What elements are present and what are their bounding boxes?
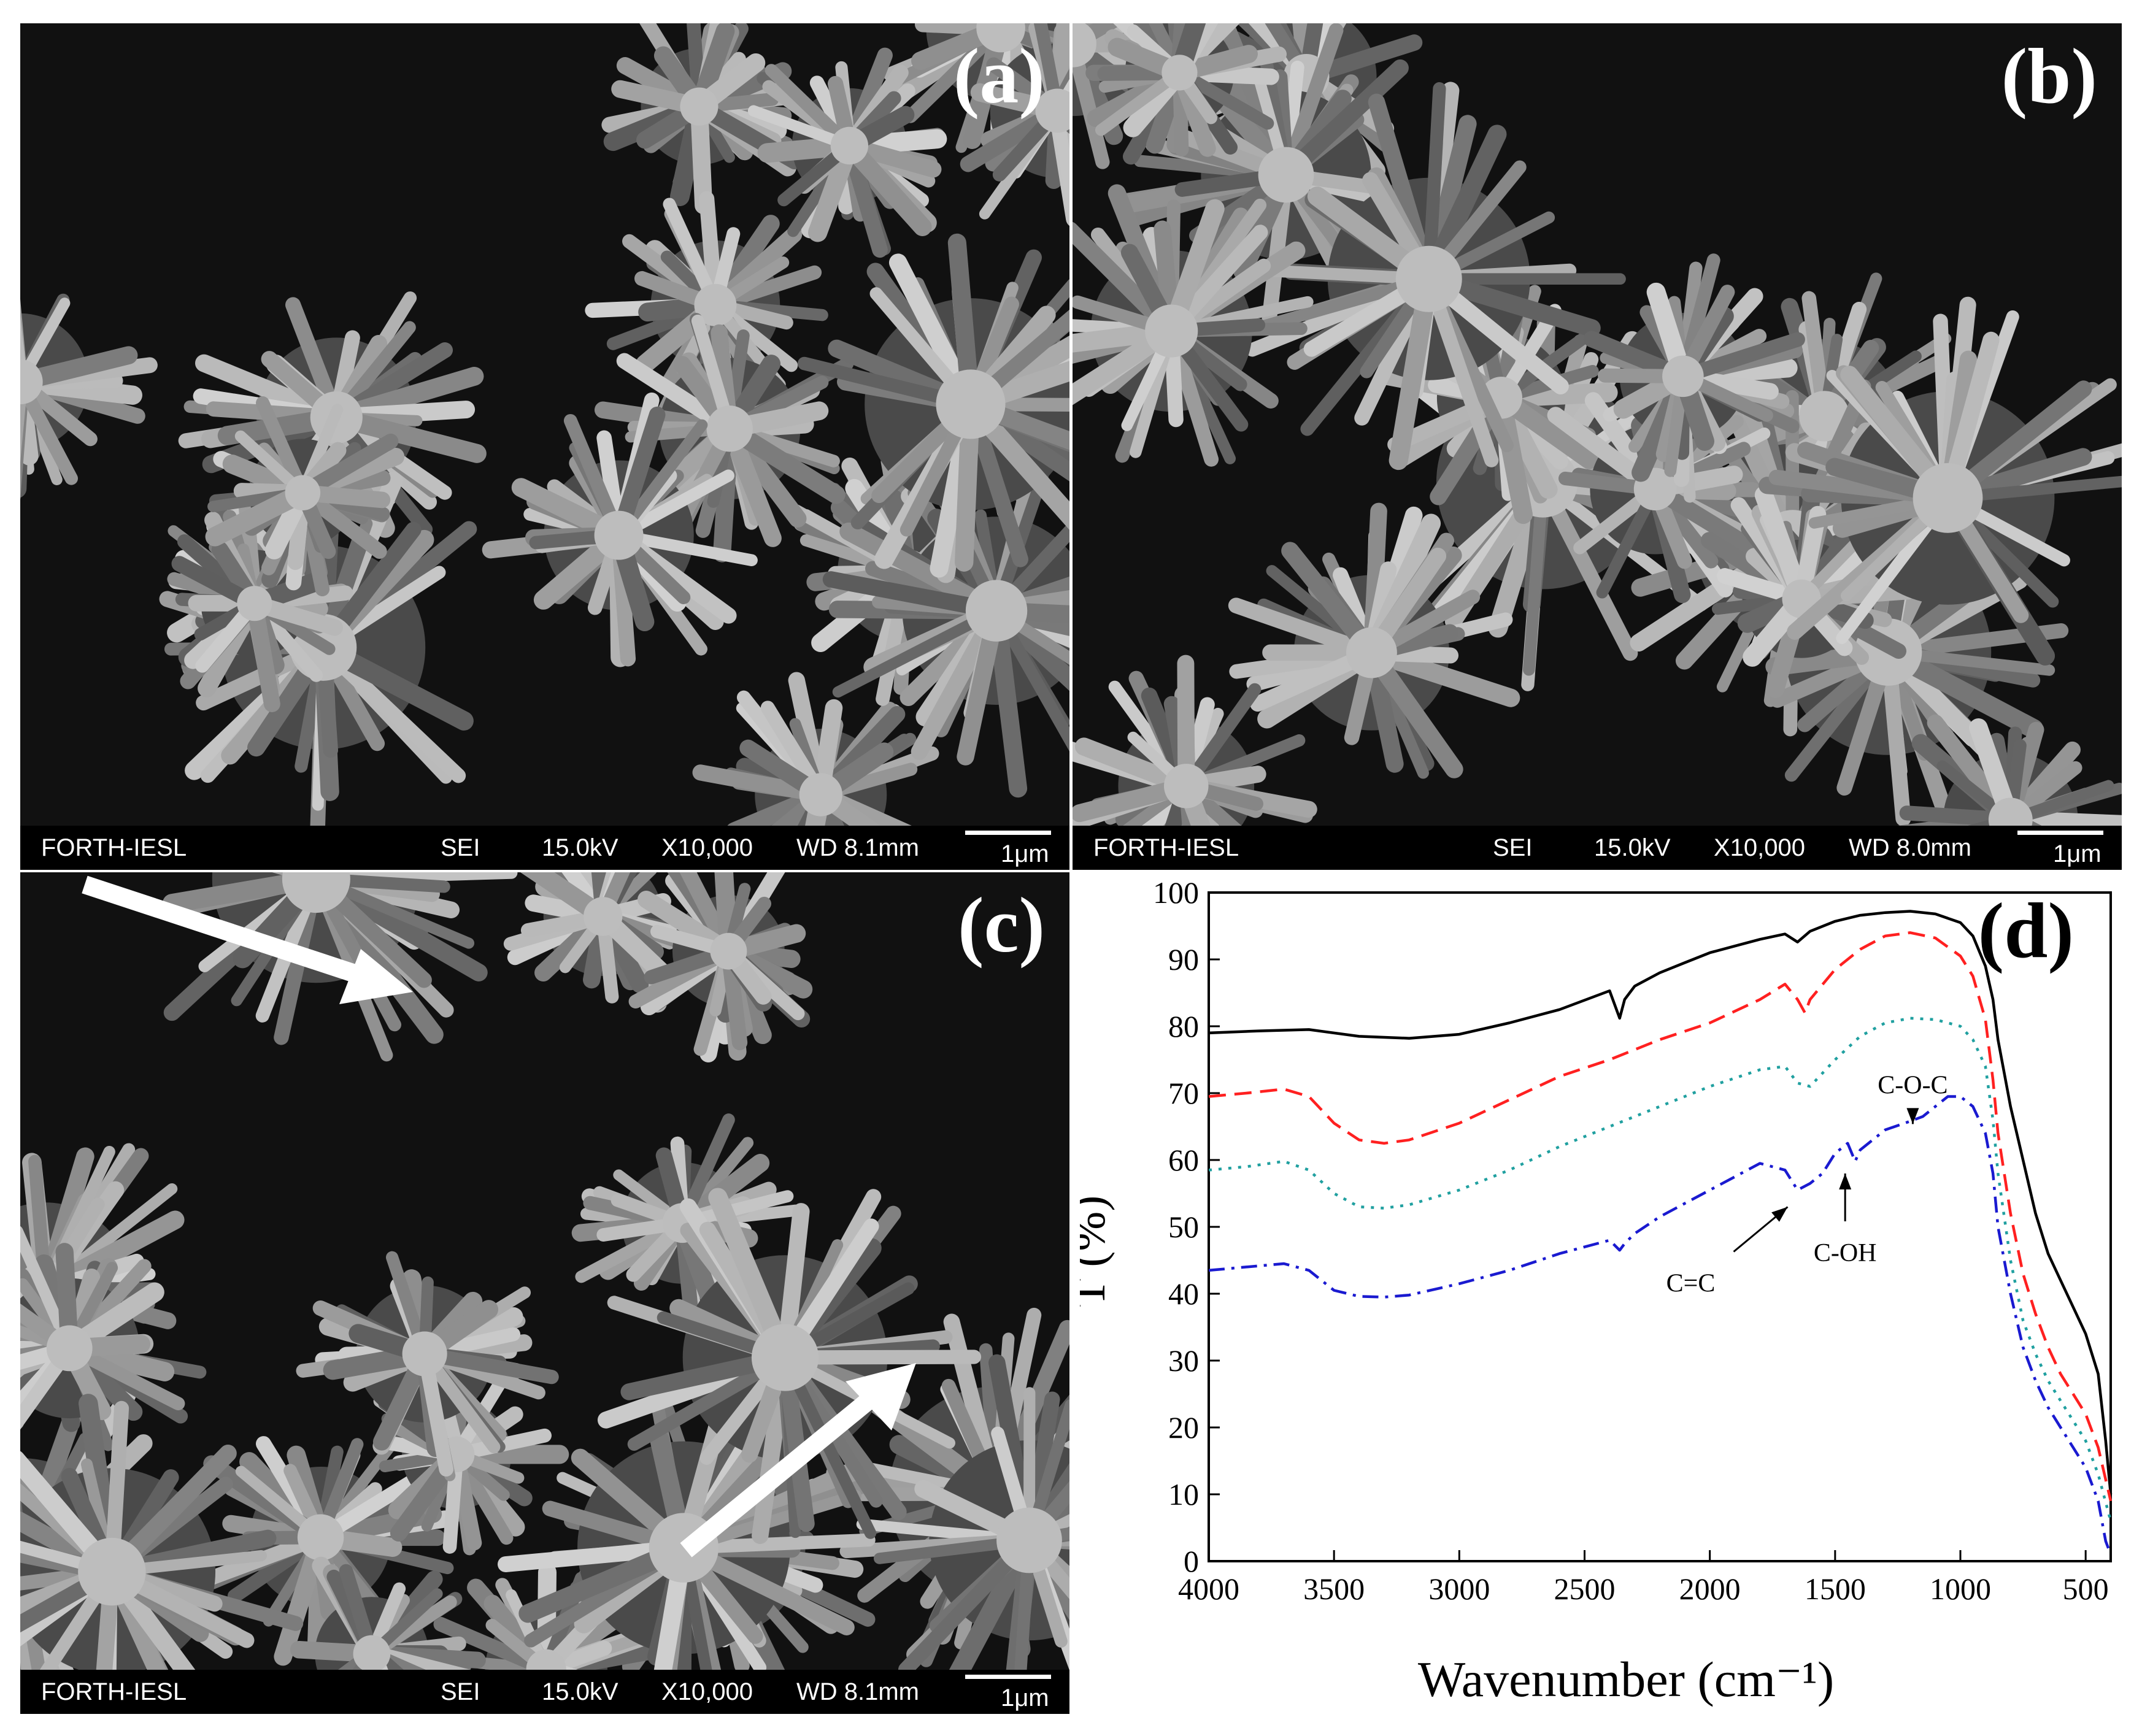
databar-voltage: 15.0kV — [542, 834, 618, 861]
panel-label-d: (d) — [1978, 887, 2074, 974]
panel-label-b: (b) — [2001, 33, 2097, 120]
databar-mode: SEI — [1493, 834, 1533, 861]
databar-magnification: X10,000 — [661, 1678, 753, 1705]
scale-bar — [965, 1675, 1051, 1679]
y-tick-label: 10 — [1168, 1477, 1199, 1511]
white-arrow-icon — [680, 1363, 916, 1557]
x-axis-label: Wavenumber (cm⁻¹) — [1418, 1651, 1834, 1707]
sem-databar-b: FORTH-IESL SEI 15.0kV X10,000 WD 8.0mm 1… — [1073, 826, 2122, 870]
databar-mode: SEI — [441, 834, 480, 861]
white-arrow-icon — [82, 875, 413, 1004]
series-line-3 — [1208, 1016, 2113, 1522]
scale-bar — [2017, 831, 2103, 835]
annotation-label: C-O-C — [1878, 1071, 1947, 1099]
y-axis-label: T (%) — [1080, 1196, 1115, 1308]
databar-mode: SEI — [441, 1678, 480, 1705]
sem-databar-c: FORTH-IESL SEI 15.0kV X10,000 WD 8.1mm 1… — [20, 1670, 1069, 1714]
databar-magnification: X10,000 — [661, 834, 753, 861]
series-line-1 — [1208, 910, 2113, 1495]
databar-scale: 1μm — [2053, 840, 2102, 867]
y-tick-label: 90 — [1168, 942, 1199, 977]
y-tick-label: 100 — [1153, 875, 1199, 910]
annotation: C-OH — [1814, 1173, 1877, 1267]
annotation-label: C=C — [1666, 1270, 1716, 1298]
sem-panel-c: (c) FORTH-IESL SEI 15.0kV X10,000 WD 8.1… — [20, 872, 1069, 1714]
plot-frame — [1208, 891, 2112, 1562]
x-tick-label: 4000 — [1178, 1572, 1239, 1606]
sem-panel-b: (b) FORTH-IESL SEI 15.0kV X10,000 WD 8.0… — [1073, 23, 2122, 870]
sem-image-a — [20, 23, 1069, 870]
databar-voltage: 15.0kV — [542, 1678, 618, 1705]
databar-lab: FORTH-IESL — [41, 834, 187, 861]
databar-wd: WD 8.0mm — [1849, 834, 1971, 861]
x-tick-label: 1500 — [1805, 1572, 1866, 1606]
y-tick-label: 30 — [1168, 1343, 1199, 1378]
x-tick-label: 1000 — [1930, 1572, 1991, 1606]
chart-series — [1208, 910, 2113, 1555]
x-tick-label: 3500 — [1303, 1572, 1365, 1606]
series-line-2 — [1208, 931, 2113, 1502]
databar-magnification: X10,000 — [1714, 834, 1806, 861]
databar-scale: 1μm — [1001, 840, 1049, 867]
panel-label-a: (a) — [953, 33, 1045, 120]
annotation: C-O-C — [1878, 1071, 1948, 1124]
databar-lab: FORTH-IESL — [1093, 834, 1239, 861]
x-tick-label: 500 — [2063, 1572, 2109, 1606]
databar-voltage: 15.0kV — [1594, 834, 1671, 861]
x-tick-label: 2500 — [1554, 1572, 1616, 1606]
databar-wd: WD 8.1mm — [796, 1678, 919, 1705]
databar-scale: 1μm — [1001, 1684, 1049, 1711]
y-tick-label: 60 — [1168, 1143, 1199, 1177]
y-tick-label: 80 — [1168, 1009, 1199, 1043]
y-tick-label: 20 — [1168, 1410, 1199, 1445]
sem-arrows-c — [82, 875, 916, 1557]
y-tick-label: 40 — [1168, 1277, 1199, 1311]
databar-lab: FORTH-IESL — [41, 1678, 187, 1705]
annotation-label: C-OH — [1814, 1239, 1877, 1267]
y-tick-label: 0 — [1184, 1544, 1199, 1578]
sem-panel-a: (a) FORTH-IESL SEI 15.0kV X10,000 WD 8.1… — [20, 23, 1069, 870]
x-tick-label: 2000 — [1679, 1572, 1741, 1606]
annotation: C=C — [1666, 1206, 1789, 1298]
series-line-4 — [1208, 1095, 2113, 1555]
panel-label-c: (c) — [957, 881, 1045, 969]
ftir-chart: 4000 3500 3000 2500 2000 1500 1000 500 0 10 20 30 40… — [1080, 875, 2113, 1707]
sem-databar-a: FORTH-IESL SEI 15.0kV X10,000 WD 8.1mm 1… — [20, 826, 1069, 870]
y-tick-label: 50 — [1168, 1210, 1199, 1244]
y-tick-label: 70 — [1168, 1076, 1199, 1110]
sem-image-b — [1073, 23, 2122, 870]
databar-wd: WD 8.1mm — [796, 834, 919, 861]
chart-annotations: C=C C-OH C-O-C — [1666, 1071, 1948, 1297]
scale-bar — [965, 831, 1051, 835]
x-tick-label: 3000 — [1428, 1572, 1490, 1606]
chart-axes: 4000 3500 3000 2500 2000 1500 1000 500 0 10 20 30 40… — [1153, 875, 2112, 1606]
